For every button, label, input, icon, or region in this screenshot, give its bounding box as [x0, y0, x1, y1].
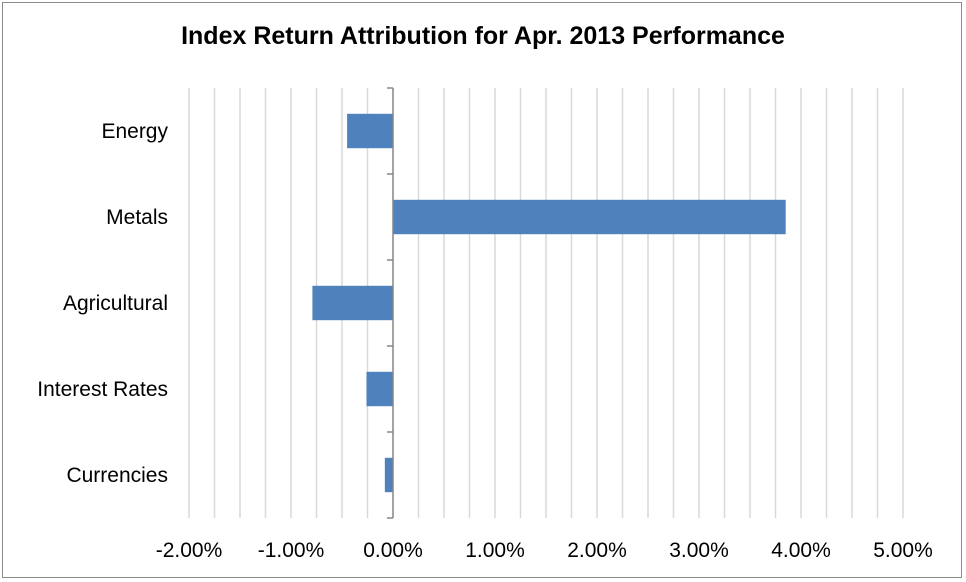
category-axis: [387, 87, 394, 519]
chart-title: Index Return Attribution for Apr. 2013 P…: [181, 22, 785, 50]
category-label: Currencies: [66, 464, 168, 487]
category-label: Energy: [101, 120, 168, 143]
x-tick-label: -2.00%: [156, 539, 223, 562]
x-tick-labels: -2.00% -1.00% 0.00% 1.00% 2.00% 3.00% 4.00% 5.0…: [156, 539, 933, 562]
gridlines: [188, 88, 904, 518]
x-tick-label: 0.00%: [363, 539, 423, 562]
bar-interest-rates: [366, 371, 393, 407]
bar-currencies: [384, 457, 393, 493]
x-tick-label: -1.00%: [258, 539, 325, 562]
category-label: Interest Rates: [37, 378, 168, 401]
bar-energy: [347, 113, 393, 149]
x-tick-label: 4.00%: [771, 539, 831, 562]
x-tick-label: 1.00%: [465, 539, 525, 562]
x-tick-label: 5.00%: [873, 539, 933, 562]
bar-agricultural: [312, 285, 393, 321]
category-label: Agricultural: [63, 292, 168, 315]
category-label: Metals: [106, 206, 168, 229]
x-tick-label: 3.00%: [669, 539, 729, 562]
category-labels: Energy Metals Agricultural Interest Rates Cu…: [37, 120, 168, 487]
bar-metals: [393, 199, 786, 235]
x-tick-label: 2.00%: [567, 539, 627, 562]
bars: [312, 113, 786, 493]
